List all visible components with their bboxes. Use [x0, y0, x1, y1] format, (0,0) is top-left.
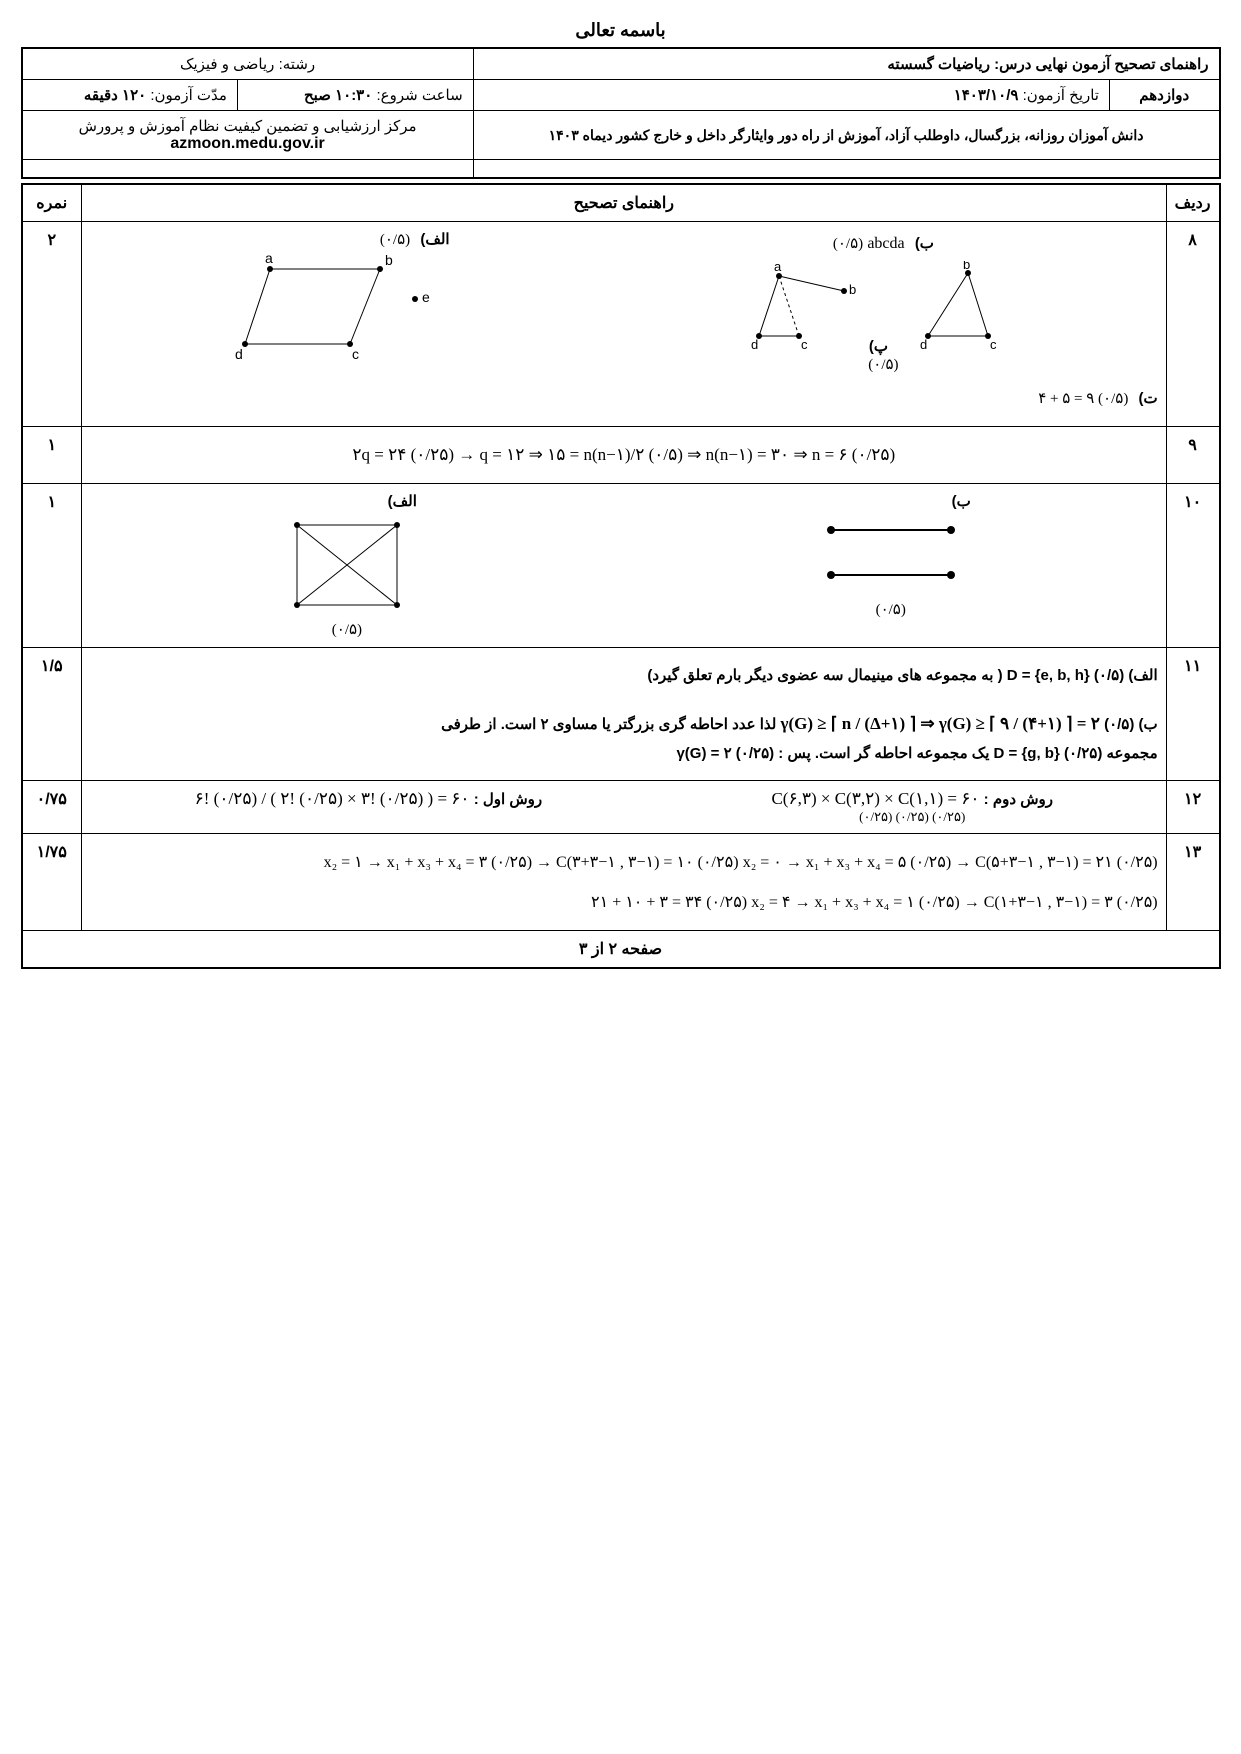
q11-be-line2: مجموعه (۰/۲۵) D = {g, b} یک مجموعه احاطه… — [90, 744, 1158, 762]
graph-alef: a b c d e — [230, 249, 450, 369]
q9-math: ۲q = ۲۴ (۰/۲۵) → q = ۱۲ ⇒ ۱۵ = n(n−۱)/۲ … — [90, 445, 1158, 465]
table-row: ۹ ۲q = ۲۴ (۰/۲۵) → q = ۱۲ ⇒ ۱۵ = n(n−۱)/… — [22, 426, 1220, 483]
q13-l2: x₂ = ۱ → x₁ + x₃ + x₄ = ۳ (۰/۲۵) → C(۳+۳… — [324, 852, 739, 872]
site-url: azmoon.medu.gov.ir — [33, 135, 463, 153]
table-row: ۱۳ x₂ = ۰ → x₁ + x₃ + x₄ = ۵ (۰/۲۵) → C(… — [22, 833, 1220, 930]
graph-k4-diag — [277, 510, 417, 620]
svg-text:d: d — [751, 337, 758, 351]
exam-date-label: تاریخ آزمون: — [1023, 87, 1099, 104]
svg-text:b: b — [849, 282, 856, 297]
q11-alef: الف) (۰/۵) D = {e, b, h} ( به مجموعه های… — [90, 666, 1158, 684]
q8-te-math: ۴ + ۵ = ۹ (۰/۵) — [1038, 389, 1128, 408]
q10-be: ب) (۰/۵) — [811, 492, 971, 619]
svg-text:c: c — [352, 346, 359, 362]
answers-table: ردیف راهنمای تصحیح نمره ۸ الف) (۰/۵) — [21, 183, 1221, 969]
svg-text:d: d — [920, 337, 927, 351]
q13-l3: x₂ = ۴ → x₁ + x₃ + x₄ = ۱ (۰/۲۵) → C(۱+۳… — [751, 892, 1157, 912]
graph-pe-1: a b c d — [749, 261, 859, 351]
col-header-score: نمره — [22, 184, 82, 222]
page-footer: صفحه ۲ از ۳ — [22, 930, 1220, 968]
table-row: ۱۰ الف) — [22, 483, 1220, 647]
svg-text:a: a — [774, 261, 782, 274]
svg-text:a: a — [265, 250, 273, 266]
table-row: ۱۱ الف) (۰/۵) D = {e, b, h} ( به مجموعه … — [22, 647, 1220, 780]
svg-text:e: e — [422, 289, 430, 305]
svg-text:c: c — [801, 337, 808, 351]
start-label: ساعت شروع: — [376, 87, 462, 104]
col-header-guide: راهنمای تصحیح — [82, 184, 1167, 222]
graph-two-edges — [811, 510, 971, 600]
guide-title: راهنمای تصحیح آزمون نهایی درس: ریاضیات گ… — [473, 48, 1219, 80]
row-score: ۲ — [22, 221, 82, 426]
col-header-row: ردیف — [1166, 184, 1219, 222]
svg-text:b: b — [385, 252, 393, 268]
q8-be: ب) abcda (۰/۵) پ) — [749, 230, 1018, 374]
start-time: ۱۰:۳۰ صبح — [304, 87, 372, 104]
exam-date: ۱۴۰۳/۱۰/۹ — [954, 87, 1019, 104]
graph-pe-2: b c d — [918, 261, 1018, 351]
q8-alef: الف) (۰/۵) a b c d e — [230, 230, 450, 369]
bismillah-title: باسمه تعالی — [21, 20, 1221, 41]
center-line: مرکز ارزشیابی و تضمین کیفیت نظام آموزش و… — [33, 117, 463, 135]
grade-cell: دوازدهم — [1110, 80, 1220, 111]
header-table: راهنمای تصحیح آزمون نهایی درس: ریاضیات گ… — [21, 47, 1221, 179]
field-label: رشته: ریاضی و فیزیک — [22, 48, 474, 80]
table-row: ۱۲ روش اول : ۶! (۰/۲۵) / ( ۲! (۰/۲۵) × ۳… — [22, 780, 1220, 833]
q10-alef: الف) (۰/۵) — [277, 492, 417, 639]
students-line: دانش آموزان روزانه، بزرگسال، داوطلب آزاد… — [473, 111, 1219, 160]
table-row: ۸ الف) (۰/۵) a — [22, 221, 1220, 426]
duration-label: مدّت آزمون: — [150, 87, 227, 104]
footer-row: صفحه ۲ از ۳ — [22, 930, 1220, 968]
q12-m1: روش اول : ۶! (۰/۲۵) / ( ۲! (۰/۲۵) × ۳! (… — [195, 789, 543, 809]
exam-page: باسمه تعالی راهنمای تصحیح آزمون نهایی در… — [21, 20, 1221, 969]
q8-pe-mark: (۰/۵) — [868, 355, 898, 374]
q12-m2: روش دوم : C(۶,۳) × C(۳,۲) × C(۱,۱) = ۶۰ … — [771, 789, 1053, 825]
q13-l1: x₂ = ۰ → x₁ + x₃ + x₄ = ۵ (۰/۲۵) → C(۵+۳… — [743, 852, 1158, 872]
svg-text:d: d — [235, 346, 243, 362]
duration-value: ۱۲۰ دقیقه — [84, 87, 146, 104]
svg-text:b: b — [963, 261, 970, 272]
q13-l4: ۲۱ + ۱۰ + ۳ = ۳۴ (۰/۲۵) — [591, 892, 747, 912]
row-num: ۸ — [1166, 221, 1219, 426]
q11-be-math: γ(G) ≥ ⌈ n / (Δ+۱) ⌉ ⇒ γ(G) ≥ ⌈ ۹ / (۴+۱… — [781, 714, 1100, 734]
svg-text:c: c — [990, 337, 997, 351]
